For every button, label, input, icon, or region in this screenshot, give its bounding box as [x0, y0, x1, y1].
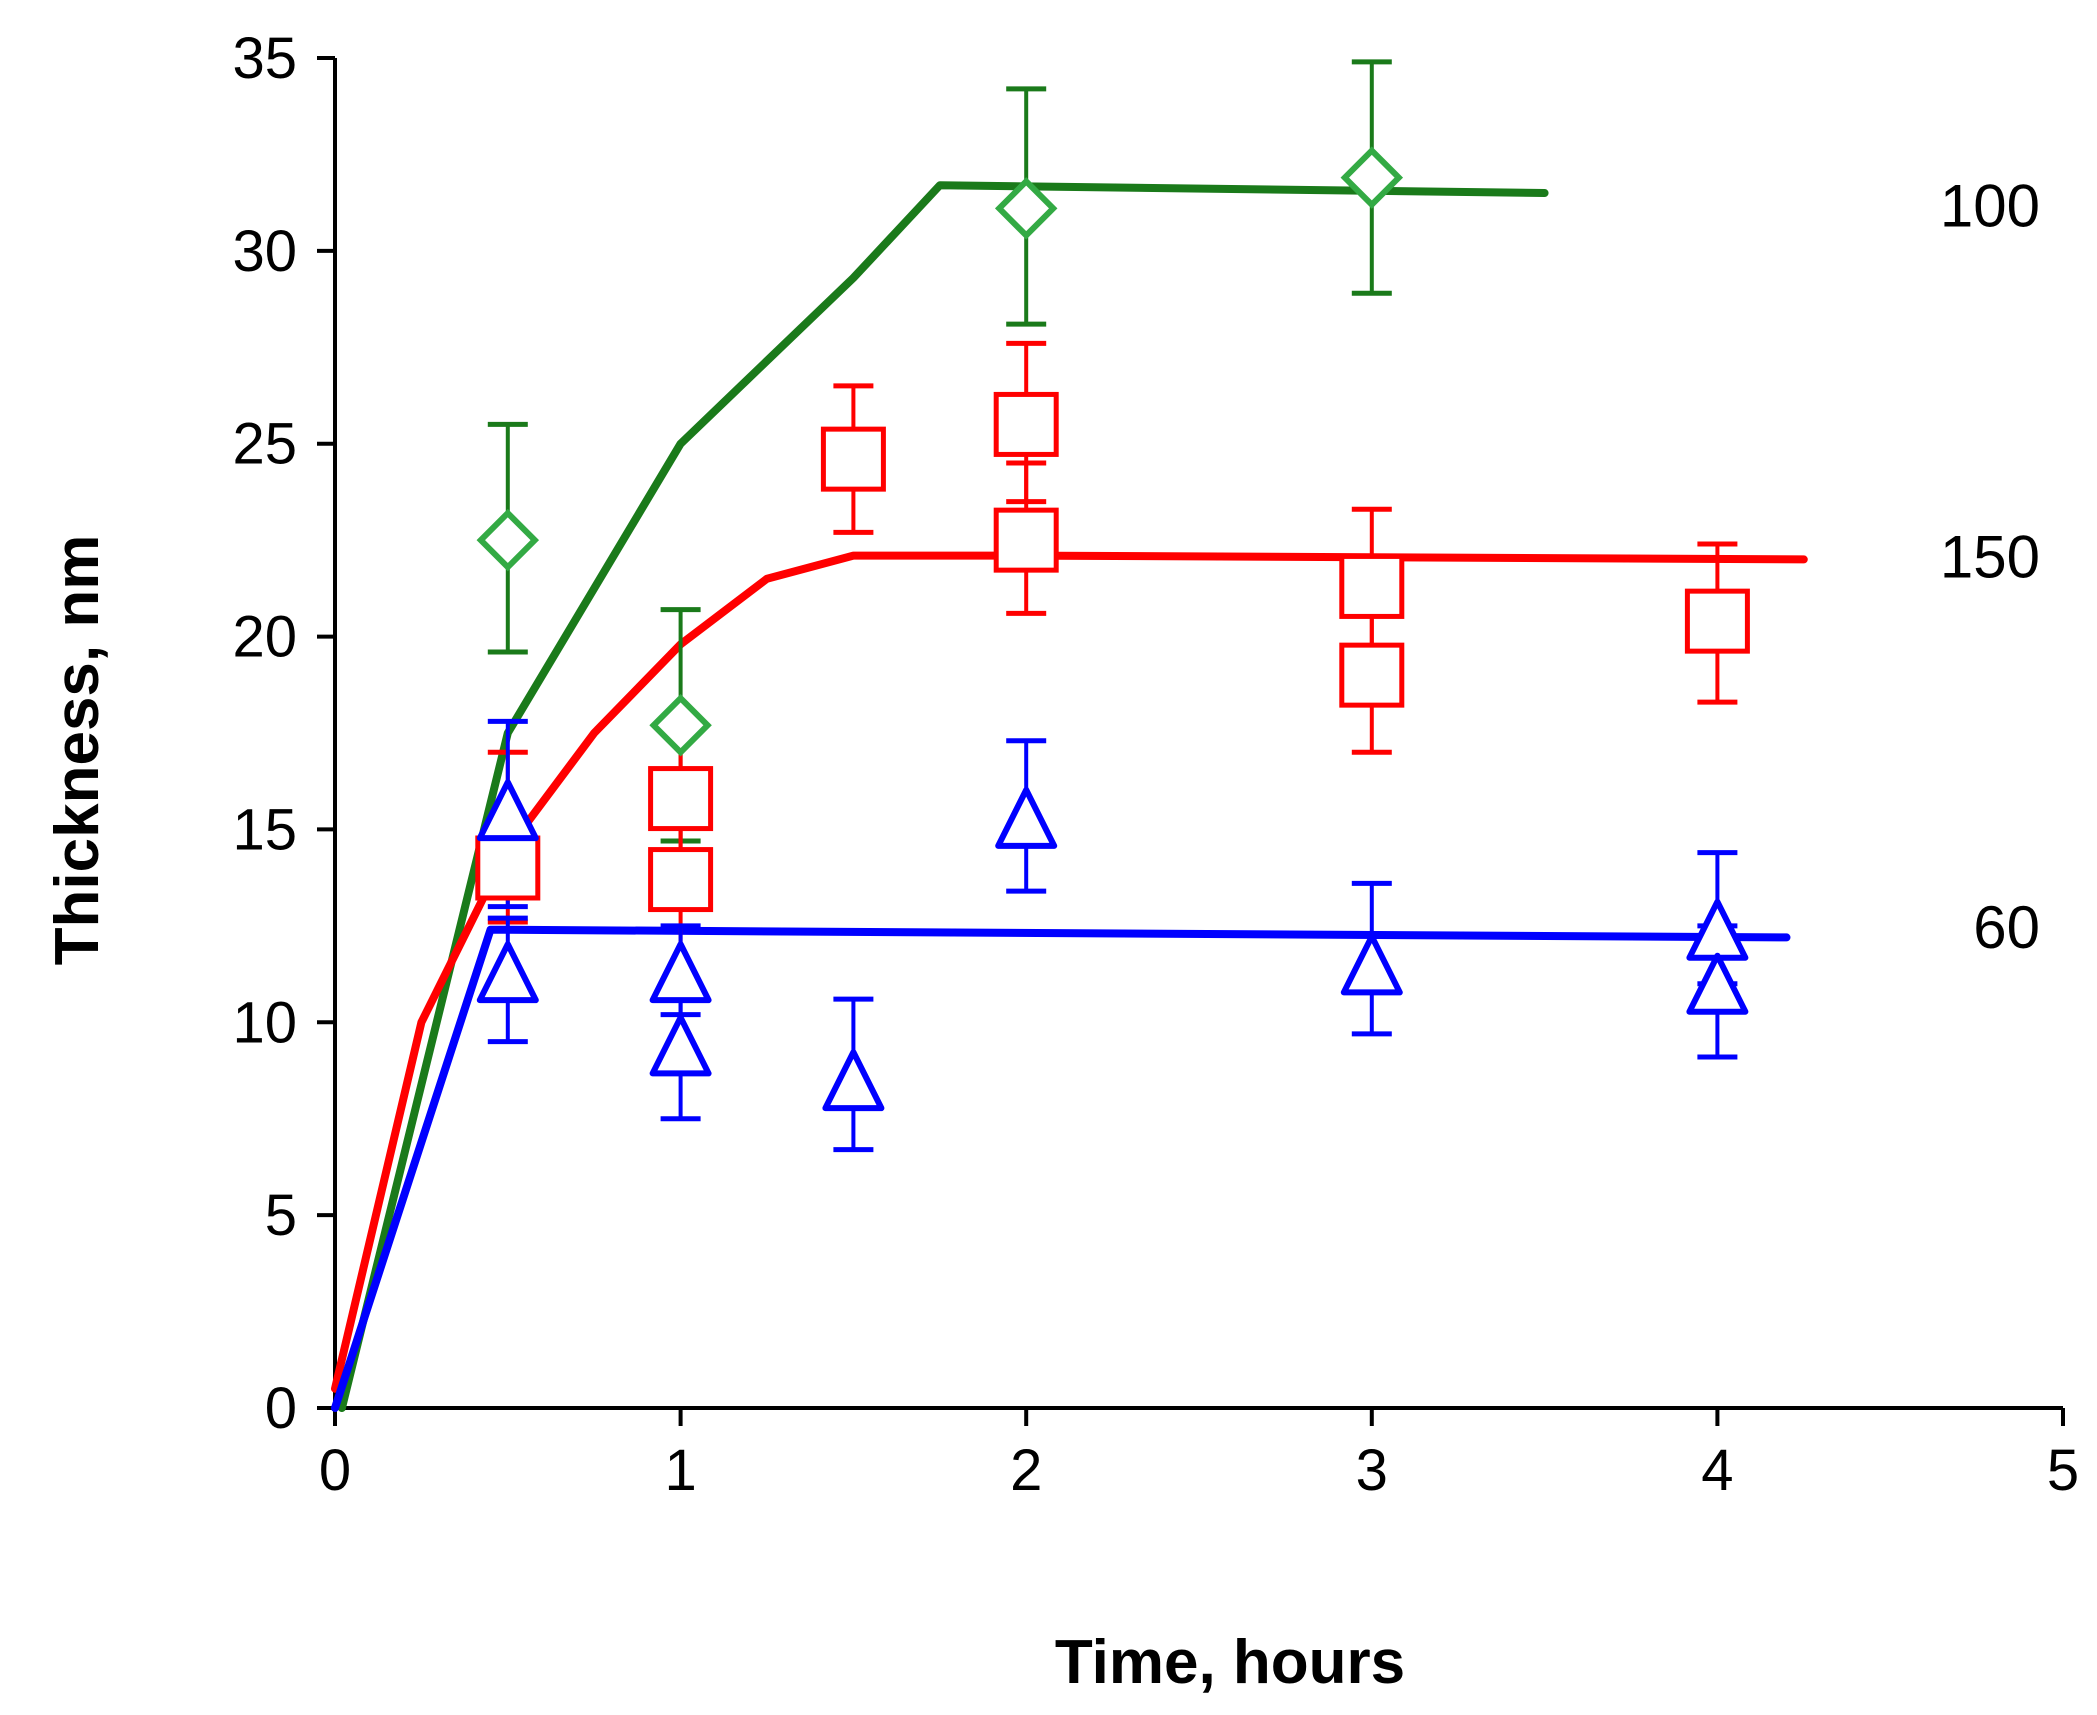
marker-square-150	[648, 847, 714, 913]
y-tick-label: 20	[232, 605, 297, 670]
y-tick-label: 15	[232, 797, 297, 862]
x-tick-label: 0	[319, 1438, 351, 1503]
marker-triangle-60	[649, 1014, 712, 1077]
marker-triangle-60	[476, 941, 539, 1004]
chart-axes	[333, 58, 2063, 1410]
series-labels: 100 150 60	[1940, 173, 2040, 961]
fit-line-60	[331, 925, 1791, 1412]
fit-line-100	[337, 181, 1549, 1412]
y-tick-label: 10	[232, 990, 297, 1055]
marker-triangle-60	[476, 779, 539, 842]
marker-triangle-60	[1686, 898, 1749, 961]
marker-square-150	[475, 835, 541, 901]
marker-square-150	[993, 507, 1059, 573]
y-tick-label: 25	[232, 412, 297, 477]
x-tick-label: 5	[2047, 1438, 2079, 1503]
marker-square-150	[993, 391, 1059, 457]
marker-square-150	[648, 766, 714, 832]
x-tick-label: 1	[664, 1438, 696, 1503]
y-tick-label: 30	[232, 219, 297, 284]
series-label-150: 150	[1940, 524, 2040, 591]
y-tick-label: 35	[232, 26, 297, 91]
series-label-60: 60	[1973, 894, 2040, 961]
data-markers	[475, 146, 1750, 1112]
marker-triangle-60	[995, 786, 1058, 849]
marker-square-150	[1339, 553, 1405, 619]
marker-square-150	[1339, 642, 1405, 708]
marker-square-150	[1684, 588, 1750, 654]
y-tick-label: 5	[265, 1183, 297, 1248]
x-tick-label: 3	[1356, 1438, 1388, 1503]
fit-lines	[331, 181, 1808, 1412]
axis-ticks: 0 1 2 3 4 5 0 5 10 15 20 25 30 35	[232, 26, 2079, 1503]
marker-diamond-100	[1340, 146, 1404, 209]
marker-diamond-100	[649, 694, 712, 757]
marker-triangle-60	[649, 941, 712, 1004]
marker-triangle-60	[1340, 933, 1403, 996]
marker-triangle-60	[822, 1049, 885, 1112]
marker-square-150	[820, 426, 886, 492]
fit-line-150	[331, 551, 1808, 1393]
marker-diamond-100	[476, 508, 540, 572]
y-axis-title: Thickness, nm	[43, 535, 112, 966]
x-axis-title: Time, hours	[1055, 1628, 1405, 1697]
y-tick-label: 0	[265, 1376, 297, 1441]
marker-triangle-60	[1686, 952, 1749, 1015]
series-label-100: 100	[1940, 173, 2040, 240]
x-tick-label: 2	[1010, 1438, 1042, 1503]
x-tick-label: 4	[1701, 1438, 1733, 1503]
marker-diamond-100	[994, 177, 1058, 240]
